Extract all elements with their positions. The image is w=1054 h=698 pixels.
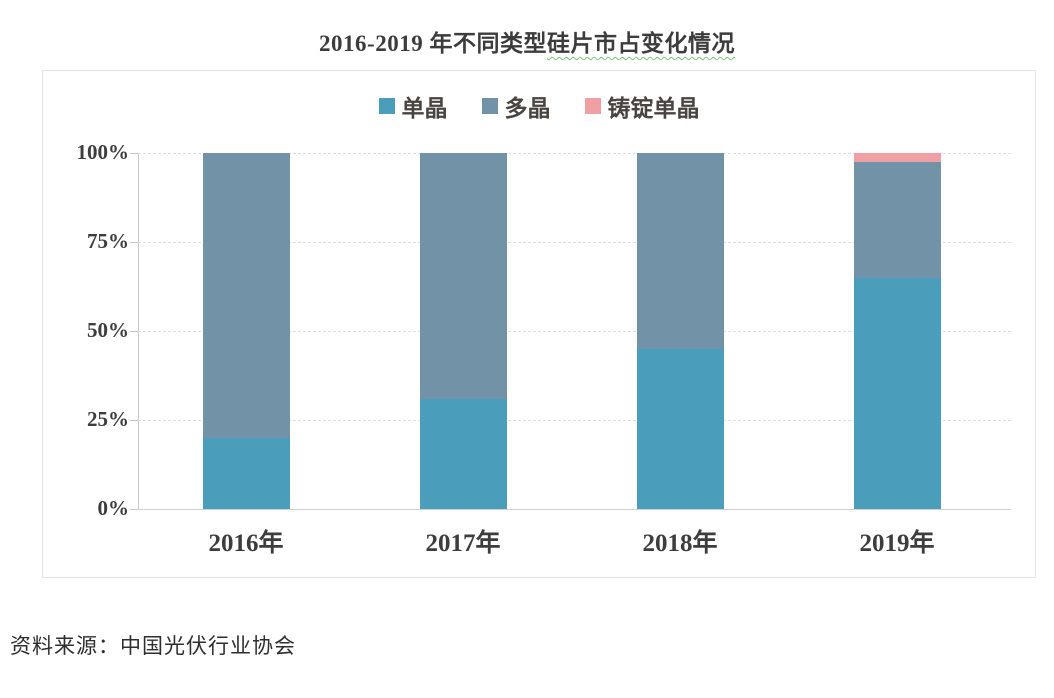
legend-swatch-icon [378,98,395,114]
y-axis-label-0%: 0% [97,496,130,520]
gridline-100% [138,153,1011,154]
gridline-75% [138,242,1011,243]
bar-2017年 [419,153,507,509]
legend-swatch-icon [481,98,498,114]
gridline-50% [138,331,1011,332]
legend-item-0: 单晶 [378,89,448,123]
legend-swatch-icon [584,98,601,114]
x-axis-label-2016年: 2016年 [208,530,284,557]
x-axis-label-2018年: 2018年 [642,530,718,557]
y-tick [130,509,138,510]
plot-area [130,153,1011,510]
chart-title-text: 2016-2019 年不同类型 [319,31,547,56]
bar-2018年 [636,153,724,509]
x-axis-label-2019年: 2019年 [859,530,935,557]
y-axis-label-100%: 100% [76,140,130,164]
gridline-25% [138,420,1011,421]
bar-2019年 [853,153,941,509]
legend: 单晶 多晶 铸锭单晶 [43,89,1035,123]
bar-segment-铸锭单晶 [853,153,941,162]
chart-box: 单晶 多晶 铸锭单晶 0% 25% 50% 75% 100% 2016年 2017年 2018年 2… [42,70,1036,578]
bar-segment-单晶 [419,398,507,509]
y-tick [130,242,138,243]
bar-2016年 [202,153,290,509]
legend-item-2: 铸锭单晶 [584,89,700,123]
bar-segment-单晶 [202,437,290,509]
source-text: 资料来源：中国光伏行业协会 [10,635,296,658]
bar-segment-多晶 [419,153,507,399]
bar-segment-多晶 [853,161,941,278]
legend-label: 多晶 [504,96,551,121]
x-axis-label-2017年: 2017年 [425,530,501,557]
y-tick [130,153,138,154]
y-tick [130,420,138,421]
y-axis-label-25%: 25% [87,407,129,431]
y-axis-label-50%: 50% [87,318,129,342]
legend-label: 铸锭单晶 [607,96,700,121]
bar-segment-多晶 [636,153,724,349]
bar-segment-单晶 [636,348,724,509]
bar-segment-单晶 [853,277,941,509]
y-tick [130,331,138,332]
bar-segment-多晶 [202,153,290,438]
x-axis-line [138,509,1011,510]
chart-title-underlined-text: 硅片市占变化情况 [546,31,735,56]
y-axis-label-75%: 75% [87,229,129,253]
chart-title: 2016-2019 年不同类型硅片市占变化情况 [0,24,1054,58]
legend-label: 单晶 [401,96,448,121]
legend-item-1: 多晶 [481,89,551,123]
